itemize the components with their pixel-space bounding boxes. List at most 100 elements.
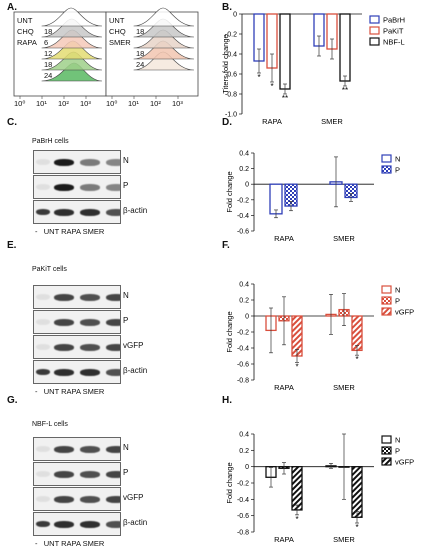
y-tick-label: 0.4 <box>239 282 249 289</box>
blot-band <box>36 446 50 452</box>
legend-label: PaBrH <box>383 16 405 25</box>
x-tick-label: RAPA <box>262 117 282 126</box>
blot-strip <box>33 285 121 309</box>
panel-label-h: H. <box>222 395 232 406</box>
legend-swatch <box>369 37 380 46</box>
legend-swatch <box>381 457 392 466</box>
blot-label: β-actin <box>123 366 148 375</box>
histogram-x-tick: 10⁰ <box>14 99 26 108</box>
blot-label: N <box>123 291 129 300</box>
legend-swatch <box>381 446 392 455</box>
histogram-time-label: 24 <box>44 71 53 80</box>
histogram-x-tick: 10² <box>150 99 161 108</box>
blot-band <box>106 445 120 453</box>
y-axis-label: Fold change <box>225 311 234 352</box>
blot-band <box>36 496 50 502</box>
blot-band <box>106 158 120 166</box>
blot-band <box>36 369 50 375</box>
blot-band <box>106 293 120 301</box>
histogram-time-label: 18 <box>136 27 145 36</box>
legend-label: vGFP <box>395 308 414 317</box>
blot-strip <box>33 360 121 384</box>
histogram-time-label: 18 <box>136 49 145 58</box>
y-tick-label: -0.2 <box>237 197 249 204</box>
blot-band <box>80 470 100 478</box>
bar <box>339 13 351 82</box>
legend-swatch <box>381 285 392 294</box>
x-tick-label: SMER <box>333 383 355 392</box>
blot-strip <box>33 437 121 461</box>
histogram-curve <box>133 7 195 27</box>
legend-swatch <box>381 154 392 163</box>
legend-swatch <box>381 296 392 305</box>
bar <box>338 308 350 317</box>
blot-band <box>54 520 74 528</box>
panel-label-d: D. <box>222 117 232 128</box>
panel-label-g: G. <box>7 395 18 406</box>
blot-strip <box>33 512 121 536</box>
histogram-x-tick: 10² <box>58 99 69 108</box>
blot-band <box>54 318 74 326</box>
lane-labels: - UNT RAPA SMER <box>35 227 105 236</box>
lane-labels: - UNT RAPA SMER <box>35 387 105 396</box>
histogram-time-label: 24 <box>136 60 145 69</box>
blot-band <box>80 445 100 453</box>
blot-label: P <box>123 181 129 190</box>
y-tick-label: -0.8 <box>237 530 249 537</box>
blot-band <box>54 470 74 478</box>
legend-label: vGFP <box>395 458 414 467</box>
bar-chart-H: 0.4 0.2 0 -0.2 -0.4 -0.6 -0.8 Fold change * RAPA *… <box>225 432 414 545</box>
blot-band <box>80 495 100 503</box>
panel-label-a: A. <box>7 2 17 13</box>
blot-label: N <box>123 443 129 452</box>
significance-mark: * <box>355 523 358 532</box>
blot-band <box>106 470 120 478</box>
histogram-time-label: 12 <box>44 49 53 58</box>
y-tick-label: 0.2 <box>239 298 249 305</box>
blot-band <box>36 344 50 350</box>
bar <box>329 181 343 185</box>
blot-strip <box>33 175 121 199</box>
histogram-time-label: 18 <box>44 60 53 69</box>
significance-mark: ** <box>282 94 288 103</box>
blot-strip <box>33 487 121 511</box>
y-tick-label: 0 <box>245 314 249 321</box>
bar <box>265 466 277 478</box>
y-tick-label: -0.2 <box>225 32 237 39</box>
y-tick-label: -0.2 <box>237 330 249 337</box>
blot-strip <box>33 150 121 174</box>
bar <box>279 13 291 90</box>
bar-chart-F: 0.4 0.2 0 -0.2 -0.4 -0.6 -0.8 Fold change * RAPA *… <box>225 282 414 393</box>
y-tick-label: -0.2 <box>237 481 249 488</box>
legend-swatch <box>381 165 392 174</box>
bar <box>253 13 265 62</box>
significance-mark: * <box>295 362 298 371</box>
y-tick-label: -0.4 <box>237 346 249 353</box>
histogram-x-tick: 10¹ <box>36 99 47 108</box>
y-tick-label: 0.2 <box>239 448 249 455</box>
bar <box>351 315 363 352</box>
histogram-curve <box>41 7 103 27</box>
panel-label-e: E. <box>7 240 17 251</box>
blot-band <box>36 471 50 477</box>
y-tick-label: 0 <box>245 182 249 189</box>
y-tick-label: 0.2 <box>239 166 249 173</box>
blot-band <box>54 445 74 453</box>
bar <box>266 13 278 69</box>
legend-label: N <box>395 155 400 164</box>
significance-mark: * <box>295 515 298 524</box>
significance-mark: * <box>355 355 358 364</box>
blot-band <box>80 520 100 528</box>
significance-mark: * <box>257 73 260 82</box>
y-axis-label: Titers fold change <box>221 34 230 93</box>
blot-band <box>106 520 120 528</box>
blot-band <box>36 209 50 215</box>
bar <box>326 13 338 50</box>
histogram-row-label: CHQ <box>109 27 126 36</box>
blot-band <box>36 184 50 190</box>
significance-mark: ** <box>342 86 348 95</box>
blot-band <box>80 158 100 166</box>
histogram-row-label: RAPA <box>17 38 37 47</box>
panel-label-c: C. <box>7 117 17 128</box>
